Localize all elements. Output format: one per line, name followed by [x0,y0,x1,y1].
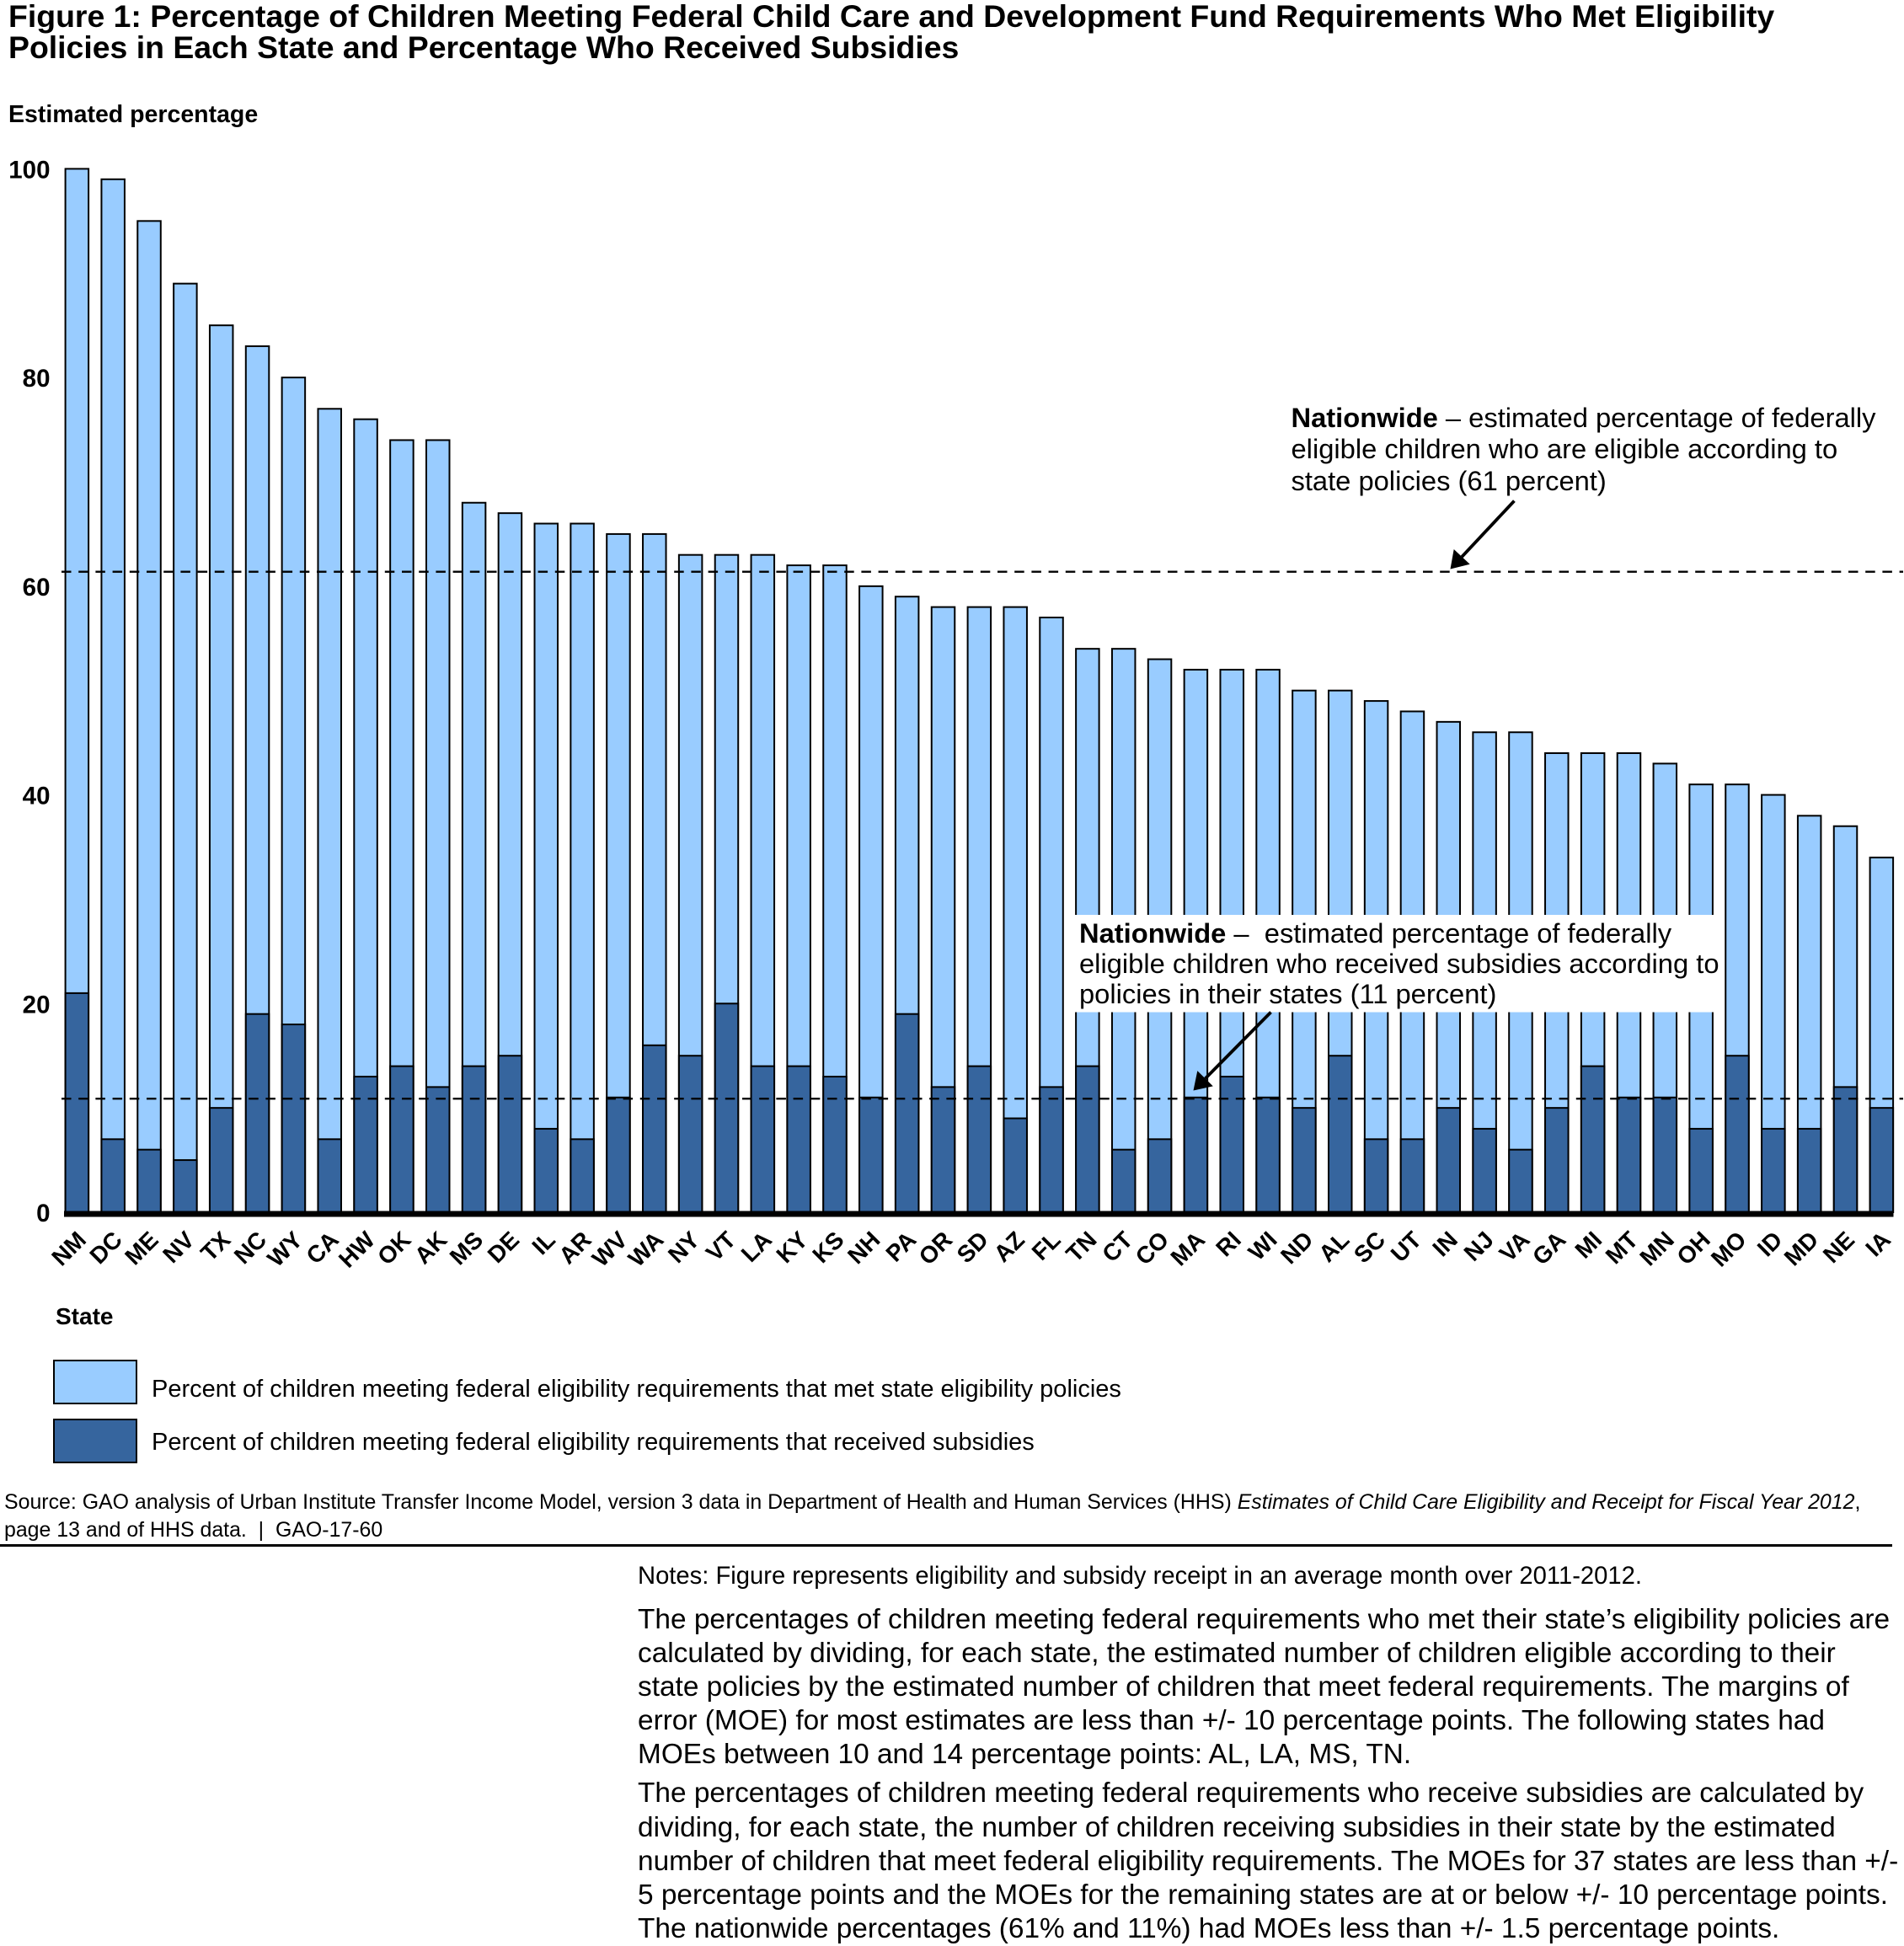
svg-text:ME: ME [120,1227,163,1270]
svg-text:AK: AK [409,1227,452,1270]
svg-text:NJ: NJ [1459,1227,1499,1266]
svg-text:OR: OR [914,1227,958,1270]
svg-text:MO: MO [1706,1227,1752,1272]
svg-text:CO: CO [1131,1227,1174,1270]
svg-text:KY: KY [771,1227,813,1269]
svg-text:LA: LA [736,1227,777,1267]
svg-text:IL: IL [527,1227,560,1260]
svg-text:TX: TX [195,1227,235,1266]
svg-text:HW: HW [334,1226,380,1272]
svg-text:MS: MS [445,1227,489,1270]
svg-text:KS: KS [807,1227,848,1268]
svg-text:MI: MI [1570,1227,1607,1264]
svg-text:MD: MD [1779,1227,1824,1271]
svg-text:IA: IA [1860,1227,1896,1262]
svg-text:WA: WA [623,1227,669,1272]
svg-text:NC: NC [229,1227,272,1270]
svg-text:AR: AR [554,1227,596,1270]
svg-text:NM: NM [46,1227,91,1271]
svg-text:100: 100 [8,156,50,184]
svg-text:NV: NV [158,1227,200,1269]
svg-text:20: 20 [23,991,51,1018]
svg-text:CT: CT [1097,1227,1137,1267]
svg-text:MN: MN [1634,1227,1679,1271]
svg-text:AZ: AZ [989,1227,1030,1267]
svg-text:GA: GA [1527,1227,1571,1270]
svg-text:MT: MT [1601,1227,1644,1270]
svg-text:SC: SC [1349,1227,1390,1268]
svg-text:AL: AL [1313,1227,1354,1267]
svg-text:PA: PA [880,1227,921,1267]
svg-text:60: 60 [23,574,51,601]
svg-text:WY: WY [262,1227,308,1272]
svg-text:OH: OH [1671,1227,1715,1270]
svg-text:IN: IN [1427,1227,1463,1262]
svg-text:DE: DE [483,1227,524,1268]
svg-text:OK: OK [372,1227,416,1270]
svg-text:VT: VT [701,1227,741,1266]
svg-text:TN: TN [1061,1227,1101,1267]
svg-text:WV: WV [587,1227,633,1272]
svg-text:MA: MA [1165,1227,1210,1271]
svg-text:VA: VA [1495,1227,1535,1267]
svg-text:UT: UT [1386,1227,1426,1267]
svg-text:RI: RI [1211,1227,1246,1262]
svg-text:0: 0 [36,1200,50,1227]
svg-text:FL: FL [1027,1227,1066,1265]
svg-text:DC: DC [84,1227,127,1270]
svg-text:WI: WI [1243,1227,1282,1265]
svg-text:NE: NE [1818,1227,1859,1268]
svg-text:NY: NY [663,1227,705,1269]
svg-text:NH: NH [842,1227,885,1270]
svg-text:ND: ND [1276,1227,1318,1270]
svg-text:SD: SD [952,1227,993,1268]
svg-text:40: 40 [23,783,51,810]
svg-text:CA: CA [301,1227,344,1270]
svg-text:80: 80 [23,365,51,393]
